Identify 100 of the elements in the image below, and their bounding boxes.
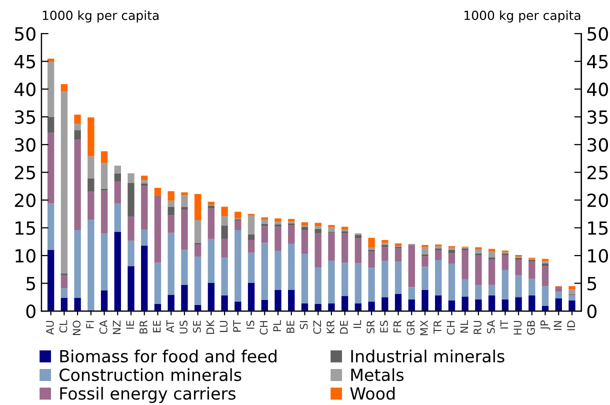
bar — [274, 222, 282, 224]
bar — [314, 228, 322, 234]
bar — [74, 130, 81, 140]
bar — [154, 188, 162, 196]
bar — [208, 208, 215, 239]
x-tick-label: BE — [286, 320, 294, 333]
x-tick-label: SI — [300, 321, 308, 330]
bar — [128, 240, 134, 266]
bar — [114, 232, 121, 312]
bar — [314, 233, 322, 268]
bar — [88, 219, 94, 312]
x-tick-label: GB — [527, 320, 535, 335]
y-tick-label: 10 — [16, 249, 36, 263]
x-tick-label: DE — [340, 320, 348, 334]
bar — [368, 238, 375, 248]
bar — [341, 262, 348, 296]
bar — [154, 262, 162, 304]
y-tick-label: 25 — [14, 166, 36, 180]
x-tick-label: IL — [353, 320, 362, 328]
x-tick-label: NZ — [112, 320, 121, 334]
bar — [168, 232, 174, 295]
bar — [528, 278, 536, 296]
legend-label: Biomass for food and feed — [60, 350, 276, 363]
bar — [555, 292, 562, 298]
bar — [382, 247, 388, 261]
y-tick-label: 45 — [14, 55, 36, 68]
legend-label: Metals — [351, 368, 404, 382]
bar — [114, 182, 121, 204]
bar — [502, 255, 509, 270]
bar — [435, 250, 442, 260]
bar — [60, 288, 68, 298]
bar — [181, 249, 188, 285]
y-tick-label: 5 — [26, 276, 36, 290]
bar — [208, 282, 215, 312]
legend-label: Wood — [350, 386, 395, 400]
bar — [208, 206, 215, 208]
bar — [314, 226, 322, 229]
bar — [114, 166, 121, 174]
bar — [542, 286, 549, 306]
bar — [234, 302, 242, 312]
bar — [568, 286, 576, 290]
bar — [475, 299, 482, 312]
y2-tick-label: 45 — [587, 55, 608, 68]
bar — [328, 232, 335, 261]
y2-tick-label: 35 — [588, 110, 608, 124]
bar — [288, 244, 295, 290]
x-tick-label: FR — [394, 320, 402, 332]
bar — [261, 219, 268, 224]
bar — [408, 299, 415, 312]
y2-tick-label: 15 — [588, 222, 608, 235]
bar — [60, 274, 68, 288]
bar — [208, 202, 215, 205]
bar — [100, 190, 108, 234]
bar — [568, 300, 576, 312]
x-tick-label: ID — [567, 320, 575, 330]
bar — [114, 203, 121, 232]
bar — [394, 294, 402, 312]
bar — [382, 240, 388, 243]
bar — [248, 240, 255, 253]
x-tick-label: GR — [406, 320, 415, 335]
bar — [314, 304, 322, 312]
bar — [394, 262, 402, 294]
bar — [555, 286, 562, 292]
bar — [462, 279, 468, 297]
bar — [354, 238, 362, 264]
bar — [475, 284, 482, 300]
y2-tick-label: 40 — [587, 82, 608, 96]
y-tick-label: 35 — [15, 110, 36, 124]
bar — [528, 262, 536, 279]
x-tick-label: CH — [446, 321, 455, 335]
bar — [47, 58, 54, 62]
bar — [462, 296, 468, 312]
bar — [100, 290, 108, 312]
x-tick-label: JP — [540, 320, 550, 330]
bar — [74, 114, 81, 124]
bar — [154, 195, 162, 263]
x-tick-label: CL — [59, 320, 68, 333]
bar — [141, 229, 148, 246]
bar — [141, 180, 148, 184]
bar — [341, 226, 348, 230]
bar — [422, 266, 428, 290]
bar — [128, 182, 134, 217]
bar — [555, 298, 562, 312]
x-tick-label: IE — [126, 320, 134, 329]
bar — [515, 259, 522, 275]
x-tick-label: SA — [486, 320, 495, 334]
bar — [408, 245, 415, 288]
bar — [328, 303, 335, 312]
bar — [475, 249, 482, 254]
bar — [288, 290, 295, 312]
bar — [382, 260, 388, 298]
bar — [488, 296, 496, 312]
bar — [74, 230, 81, 298]
x-tick-label: CH — [260, 321, 268, 335]
y2-axis-title: 1000 kg per capita — [464, 10, 580, 23]
bar — [261, 242, 268, 300]
bar — [328, 227, 335, 232]
bar — [181, 206, 188, 210]
bar — [274, 290, 282, 312]
bar — [341, 233, 348, 263]
